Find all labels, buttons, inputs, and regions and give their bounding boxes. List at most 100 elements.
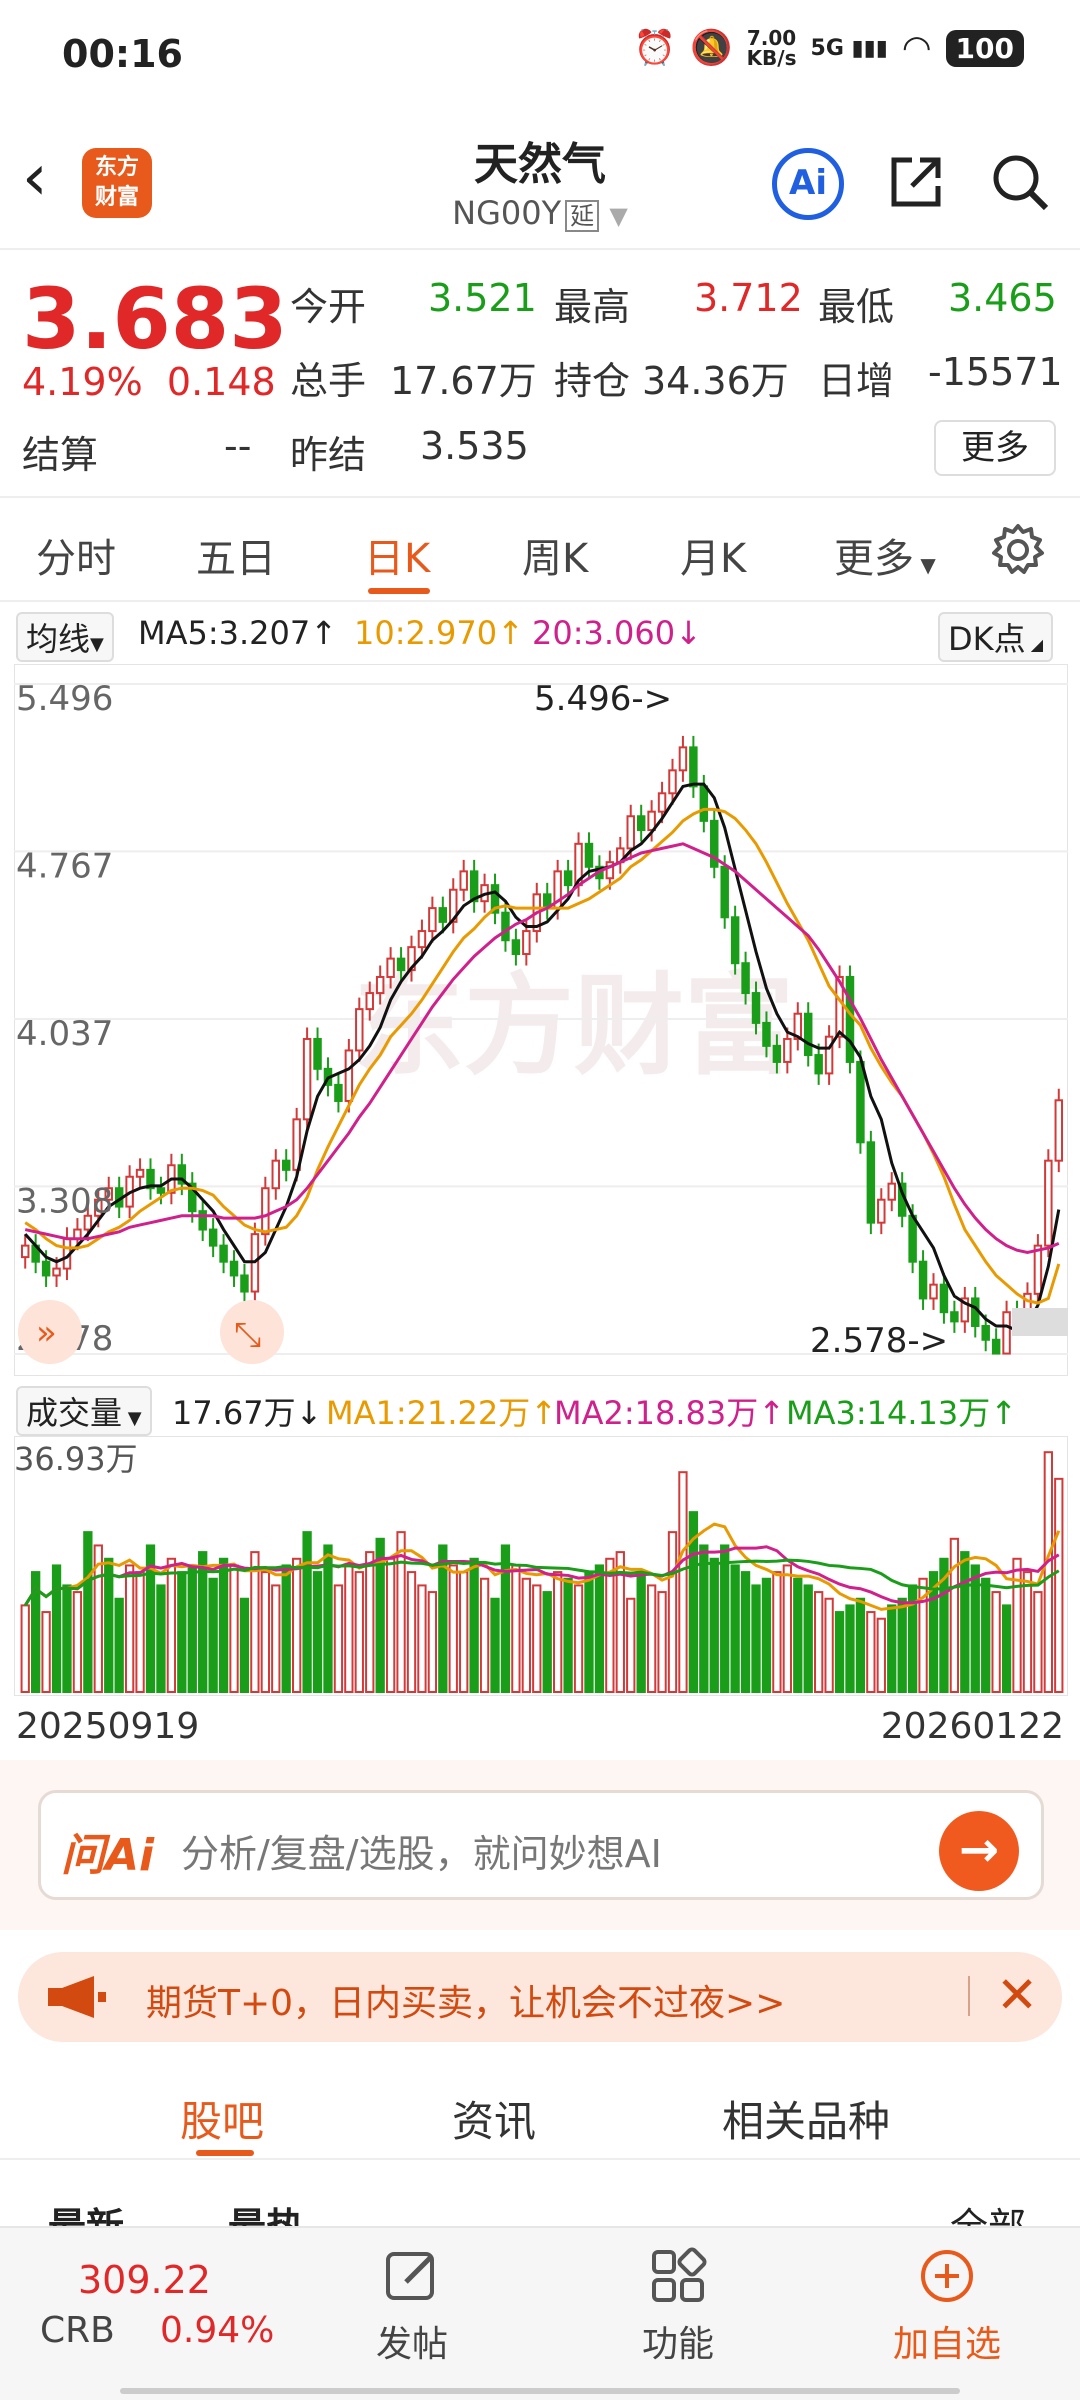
volume-bar xyxy=(218,1557,229,1693)
candle xyxy=(281,1149,291,1182)
fullscreen-icon[interactable]: ⤡ xyxy=(220,1300,284,1364)
candle xyxy=(135,1158,145,1189)
close-icon[interactable]: ✕ xyxy=(996,1966,1038,2024)
candle xyxy=(469,859,479,913)
volume-bar xyxy=(344,1564,354,1693)
alarm-icon: ⏰ xyxy=(633,28,677,68)
tab-more[interactable]: 更多 ▼ xyxy=(834,536,936,582)
open-label: 今开 xyxy=(290,285,367,329)
more-button[interactable]: 更多 xyxy=(934,420,1056,476)
chevron-down-icon: ▼ xyxy=(914,553,936,577)
volume-bar xyxy=(166,1557,177,1693)
function-button[interactable]: 功能 xyxy=(628,2246,728,2367)
candle xyxy=(668,758,677,805)
candle xyxy=(344,1038,354,1113)
y-tick-label: 3.308 xyxy=(16,1181,113,1221)
volume-bar xyxy=(730,1564,740,1693)
bottom-nav: 309.22 CRB 0.94% 发帖 功能 加自选 xyxy=(0,2226,1080,2400)
volume-bar xyxy=(740,1571,751,1694)
share-icon[interactable] xyxy=(884,150,948,214)
candle xyxy=(302,1027,312,1131)
arrow-right-icon[interactable]: → xyxy=(939,1811,1019,1891)
back-icon[interactable]: ‹ xyxy=(22,141,48,215)
megaphone-icon xyxy=(48,1976,106,2018)
tab-daily-k[interactable]: 日K xyxy=(364,536,431,582)
volume-bar xyxy=(887,1604,897,1693)
candle xyxy=(918,1250,928,1310)
ma5-line xyxy=(24,782,1061,1333)
volume-bar xyxy=(553,1571,563,1694)
tab-forum[interactable]: 股吧 xyxy=(180,2097,265,2146)
volume-bar xyxy=(939,1557,949,1693)
prev-settle-value: 3.535 xyxy=(420,424,529,468)
volume-selector[interactable]: 成交量 ▼ xyxy=(16,1386,152,1436)
dk-point-selector[interactable]: DK点 ◢ xyxy=(938,612,1054,662)
candle xyxy=(991,1328,1001,1355)
volume-bar xyxy=(302,1531,312,1693)
app-logo[interactable]: 东方 财富 xyxy=(82,148,152,218)
volume-bar xyxy=(438,1544,448,1693)
volume-bar xyxy=(41,1611,51,1693)
candle xyxy=(741,951,750,1005)
volume-ma1: MA1:21.22万↑ xyxy=(326,1394,558,1432)
tab-related[interactable]: 相关品种 xyxy=(722,2097,891,2146)
tab-weekly-k[interactable]: 周K xyxy=(522,536,589,582)
volume-bar xyxy=(605,1557,615,1693)
tab-news[interactable]: 资讯 xyxy=(452,2097,537,2146)
volume-bar xyxy=(104,1557,114,1693)
position-value: 34.36万 xyxy=(642,359,789,403)
volume-chart[interactable]: 36.93万 xyxy=(14,1436,1068,1696)
ai-assistant-band: 问Ai 分析/复盘/选股，就问妙想AI → xyxy=(0,1760,1080,1930)
candle xyxy=(240,1263,249,1304)
volume-bar xyxy=(83,1531,93,1693)
expand-left-icon[interactable]: » xyxy=(18,1300,82,1364)
candle xyxy=(396,947,406,982)
post-button[interactable]: 发帖 xyxy=(362,2246,462,2367)
candle xyxy=(824,1025,834,1085)
volume-bar xyxy=(824,1597,834,1694)
y-tick-label: 4.037 xyxy=(16,1014,113,1054)
volume-bar xyxy=(949,1537,960,1693)
volume-bar xyxy=(479,1577,490,1693)
candle xyxy=(511,928,521,966)
volume-bar xyxy=(855,1597,866,1694)
tab-intraday[interactable]: 分时 xyxy=(36,536,116,582)
candle xyxy=(783,1027,792,1074)
volume-bar xyxy=(1033,1591,1043,1693)
volume-bar xyxy=(834,1611,845,1693)
settle-label: 结算 xyxy=(22,433,99,477)
candle xyxy=(605,850,615,890)
end-date: 20260122 xyxy=(880,1706,1064,1747)
volume-bar xyxy=(657,1591,667,1693)
candle xyxy=(20,1234,30,1269)
volume-max-label: 36.93万 xyxy=(14,1440,138,1478)
volume-bar xyxy=(459,1571,469,1694)
ai-button[interactable]: Ai xyxy=(772,148,844,220)
add-watchlist-button[interactable]: 加自选 xyxy=(882,2246,1012,2367)
volume-bar xyxy=(72,1591,83,1693)
volume-bar xyxy=(720,1544,730,1693)
open-value: 3.521 xyxy=(428,276,537,320)
candlestick-chart[interactable]: 东方财富 5.4964.7674.0373.3082.5785.496->2.5… xyxy=(14,664,1068,1376)
volume-bar xyxy=(845,1604,855,1693)
crb-value[interactable]: 309.22 xyxy=(78,2258,211,2302)
search-icon[interactable] xyxy=(988,150,1052,214)
candle xyxy=(334,1073,343,1113)
candle xyxy=(146,1158,155,1200)
ai-question-input[interactable]: 问Ai 分析/复盘/选股，就问妙想AI → xyxy=(38,1790,1044,1900)
candle xyxy=(459,859,468,902)
volume-bar xyxy=(709,1557,719,1693)
volume-bar xyxy=(594,1564,605,1693)
ma10-value: 10:2.970↑ xyxy=(354,614,524,652)
promo-banner[interactable]: 期货T+0，日内买卖，让机会不过夜>> ✕ xyxy=(18,1952,1062,2042)
ma-selector[interactable]: 均线▼ xyxy=(16,612,114,662)
quote-panel: 3.683 4.19% 0.148 结算 -- 今开 3.521 最高 3.71… xyxy=(0,252,1080,498)
candle xyxy=(365,981,374,1021)
settings-gear-icon[interactable] xyxy=(990,522,1046,578)
tab-monthly-k[interactable]: 月K xyxy=(680,536,747,582)
candle xyxy=(772,1034,782,1074)
tab-five-day[interactable]: 五日 xyxy=(196,536,276,582)
volume-bar xyxy=(208,1577,218,1693)
volume-bar xyxy=(960,1551,970,1694)
contract-code[interactable]: NG00Y 延 ▼ xyxy=(452,194,628,232)
